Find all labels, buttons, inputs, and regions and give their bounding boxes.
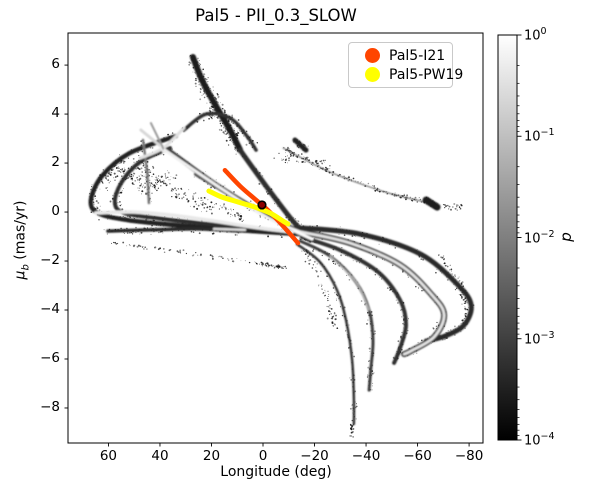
stream-fan-5 xyxy=(295,242,356,426)
stream-density-layer xyxy=(88,54,475,438)
stream-pinch-bright xyxy=(293,229,314,241)
density-speckles xyxy=(88,54,475,438)
pal5-pw19-curve xyxy=(206,188,291,227)
stream-top-arch xyxy=(182,111,258,152)
stream-trail-ne xyxy=(282,147,426,203)
colorbar-tick-label: 100 xyxy=(524,26,547,44)
y-tick-label: −6 xyxy=(40,349,60,366)
x-tick-label: −40 xyxy=(351,448,381,464)
x-tick-label: 20 xyxy=(202,448,221,464)
y-tick-label: 0 xyxy=(51,203,60,220)
stream-blob-mid xyxy=(292,137,309,153)
colorbar-tick-label: 10−1 xyxy=(524,127,555,145)
colorbar-gradient xyxy=(498,35,517,440)
colorbar-label: p xyxy=(557,232,575,242)
stream-vert-connector xyxy=(141,138,151,205)
stream-fan-outer xyxy=(299,225,474,344)
x-tick-label: −20 xyxy=(300,448,329,464)
legend-label: Pal5-PW19 xyxy=(389,66,464,83)
stream-hook-inner xyxy=(112,146,264,231)
legend-marker-icon xyxy=(365,48,380,63)
stream-lower-horiz-bright xyxy=(212,227,247,232)
stream-x-arm-faint xyxy=(149,122,166,152)
y-tick-label: −8 xyxy=(40,398,60,415)
colorbar-tick-label: 10−4 xyxy=(524,431,555,449)
y-tick-label: 6 xyxy=(51,56,60,73)
x-tick-label: 60 xyxy=(99,448,118,464)
progenitor-marker xyxy=(257,200,267,210)
density-strands xyxy=(88,54,474,426)
stream-top-spur xyxy=(189,54,244,154)
legend-entry: Pal5-PW19 xyxy=(349,65,463,84)
x-tick-label: −60 xyxy=(403,448,432,464)
legend: Pal5-I21 Pal5-PW19 xyxy=(348,42,463,88)
y-tick-label: −2 xyxy=(40,252,60,269)
x-tick-label: 40 xyxy=(151,448,169,464)
stream-hook-bright xyxy=(94,210,294,234)
stream-x-arm-1 xyxy=(139,128,165,150)
colorbar-tick-label: 10−2 xyxy=(524,228,555,246)
x-tick-label: 0 xyxy=(258,448,268,464)
legend-label: Pal5-I21 xyxy=(389,47,446,64)
stream-blob-ne xyxy=(422,196,441,211)
y-tick-label: 2 xyxy=(51,154,60,171)
colorbar-tick-label: 10−3 xyxy=(524,329,555,348)
legend-marker-icon xyxy=(365,67,380,82)
y-tick-label: 4 xyxy=(51,105,60,122)
legend-entry: Pal5-I21 xyxy=(349,46,452,65)
x-axis-label: Longitude (deg) xyxy=(220,464,332,480)
stream-fan-4-bright xyxy=(329,255,370,311)
stream-fan-3 xyxy=(299,235,408,365)
y-tick-label: −4 xyxy=(40,301,60,317)
stream-fan-2-bright xyxy=(300,230,446,356)
plot-area-border xyxy=(67,32,484,444)
plot-title: Pal5 - PII_0.3_SLOW xyxy=(195,6,357,25)
x-tick-label: −80 xyxy=(454,448,484,464)
